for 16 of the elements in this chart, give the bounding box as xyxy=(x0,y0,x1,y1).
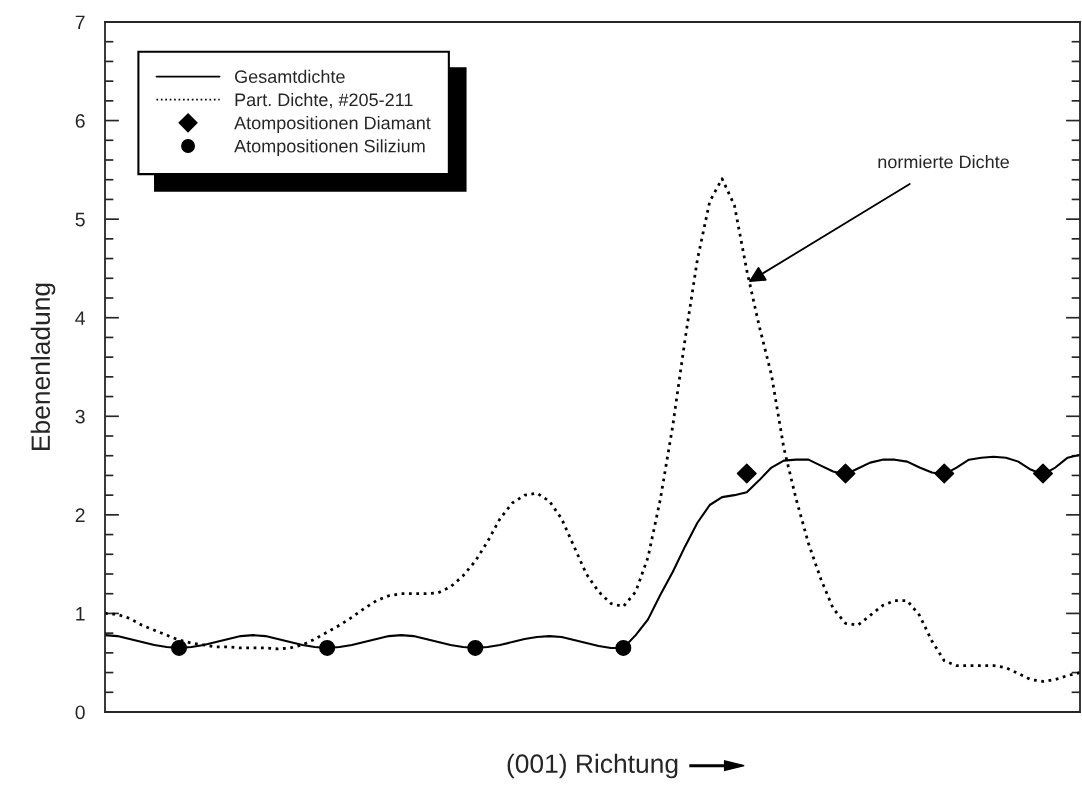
y-tick-label: 7 xyxy=(75,15,85,30)
y-tick-label: 5 xyxy=(75,212,85,227)
legend-label: Atompositionen Silizium xyxy=(234,139,425,157)
line-series xyxy=(105,177,1080,683)
legend-label: Gesamtdichte xyxy=(235,69,345,84)
y-tick-label: 2 xyxy=(75,508,85,522)
y-tick-label: 4 xyxy=(75,311,85,325)
y-tick-label: 1 xyxy=(76,607,85,621)
y-tick-label: 6 xyxy=(75,114,85,128)
y-axis-title: Ebenenladung xyxy=(30,283,56,450)
x-axis-title: (001) Richtung xyxy=(507,753,678,779)
legend-label: Part. Dichte, #205-211 xyxy=(235,92,413,109)
y-tick-label: 0 xyxy=(75,705,85,720)
legend-label: Atompositionen Diamant xyxy=(234,116,431,133)
y-tick-label: 3 xyxy=(75,409,85,424)
annotation: normierte Dichte xyxy=(878,155,1009,169)
